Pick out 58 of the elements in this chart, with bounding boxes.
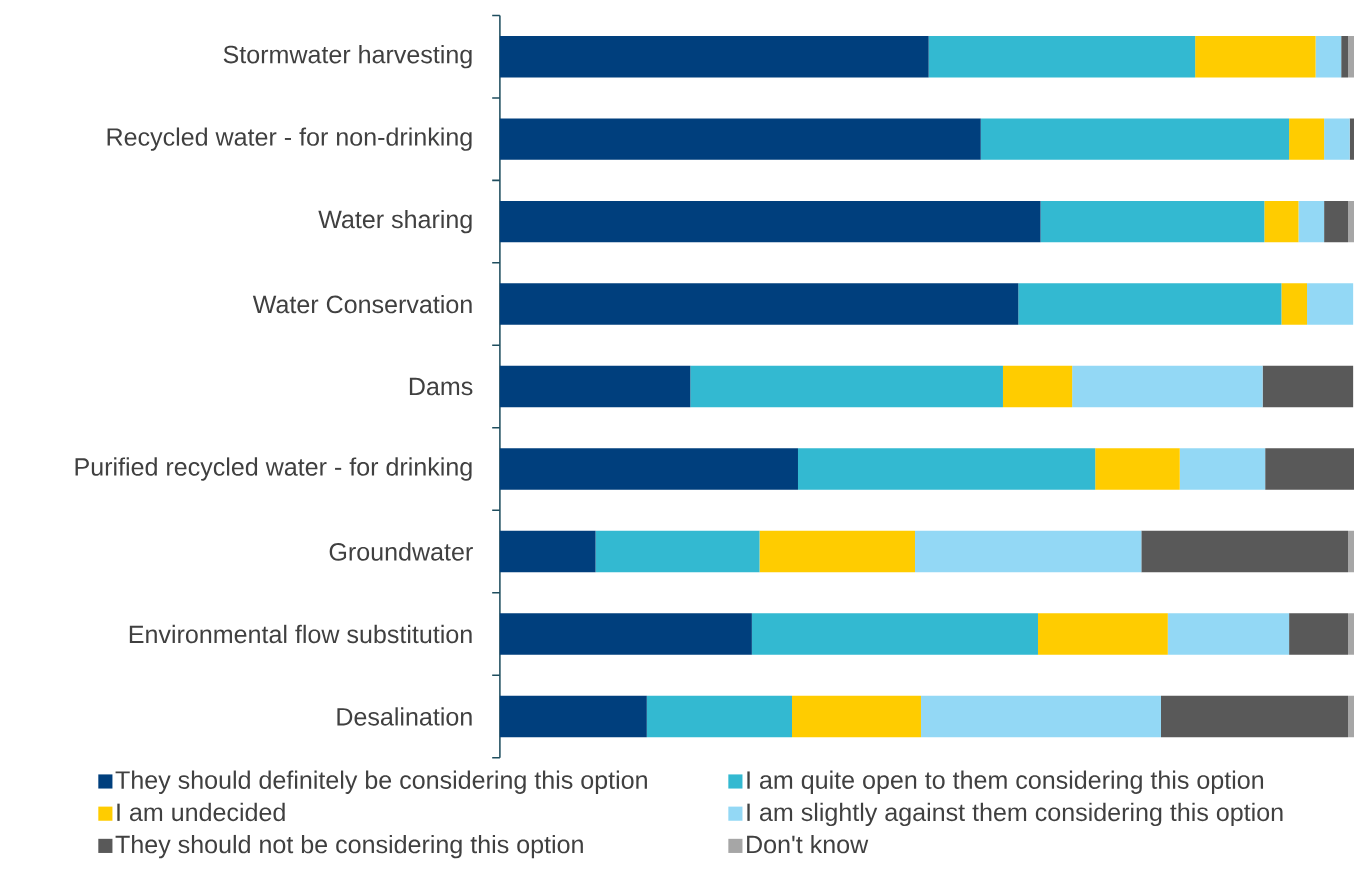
legend-label: I am slightly against them considering this option [747, 802, 1283, 827]
legend-label: Don't know [747, 835, 869, 854]
y-tick-label: Dams [409, 378, 473, 396]
bar [499, 448, 798, 490]
bar [920, 695, 1161, 738]
bar [499, 531, 596, 573]
bar [1281, 283, 1308, 326]
bar [499, 201, 1041, 243]
bar [499, 118, 981, 161]
bar [1307, 283, 1354, 326]
bar [499, 366, 691, 408]
bar [646, 695, 792, 738]
bar [1160, 695, 1349, 738]
legend-label: They should not be considering this option [115, 835, 583, 859]
bar [1037, 613, 1168, 655]
bar [690, 366, 1003, 408]
y-tick-label: Desalination [337, 707, 472, 726]
bar [980, 118, 1290, 161]
bar [914, 531, 1142, 573]
bar [797, 448, 1096, 490]
bar [928, 36, 1196, 78]
bar [759, 531, 915, 573]
bar [792, 695, 921, 738]
bar [1167, 613, 1290, 655]
bar [499, 36, 929, 78]
bar [1341, 36, 1349, 78]
bar [1289, 118, 1325, 161]
bar [1179, 448, 1266, 490]
y-tick-label: Water Conservation [252, 295, 472, 314]
bar [751, 613, 1038, 655]
bar [1072, 366, 1263, 408]
bar [1324, 201, 1349, 243]
y-tick-label: Groundwater [329, 542, 473, 561]
legend-label: I am undecided [117, 802, 285, 822]
bar [1141, 531, 1349, 573]
legend-label: I am quite open to them considering this option [747, 770, 1264, 795]
bar [1195, 36, 1316, 78]
y-tick-label: Stormwater harvesting [223, 45, 472, 69]
y-tick-label: Environmental flow substitution [129, 625, 472, 644]
y-tick-label: Purified recycled water - for drinking [75, 457, 472, 481]
bar [1324, 118, 1350, 161]
legend-label: They should definitely be considering this option [115, 770, 647, 795]
bar [1264, 201, 1299, 243]
bar [499, 613, 752, 655]
bar [1018, 283, 1282, 326]
bar [1298, 201, 1325, 243]
bar [1095, 448, 1180, 490]
bar [1289, 613, 1349, 655]
bar [1262, 366, 1354, 408]
bar [1265, 448, 1354, 490]
y-tick-label: Water sharing [318, 210, 472, 234]
bar [1002, 366, 1073, 408]
bar [499, 695, 647, 738]
bar [499, 283, 1019, 326]
bar [1040, 201, 1265, 243]
bar [1315, 36, 1342, 78]
y-tick-label: Recycled water - for non-drinking [107, 127, 472, 152]
bar [595, 531, 760, 573]
